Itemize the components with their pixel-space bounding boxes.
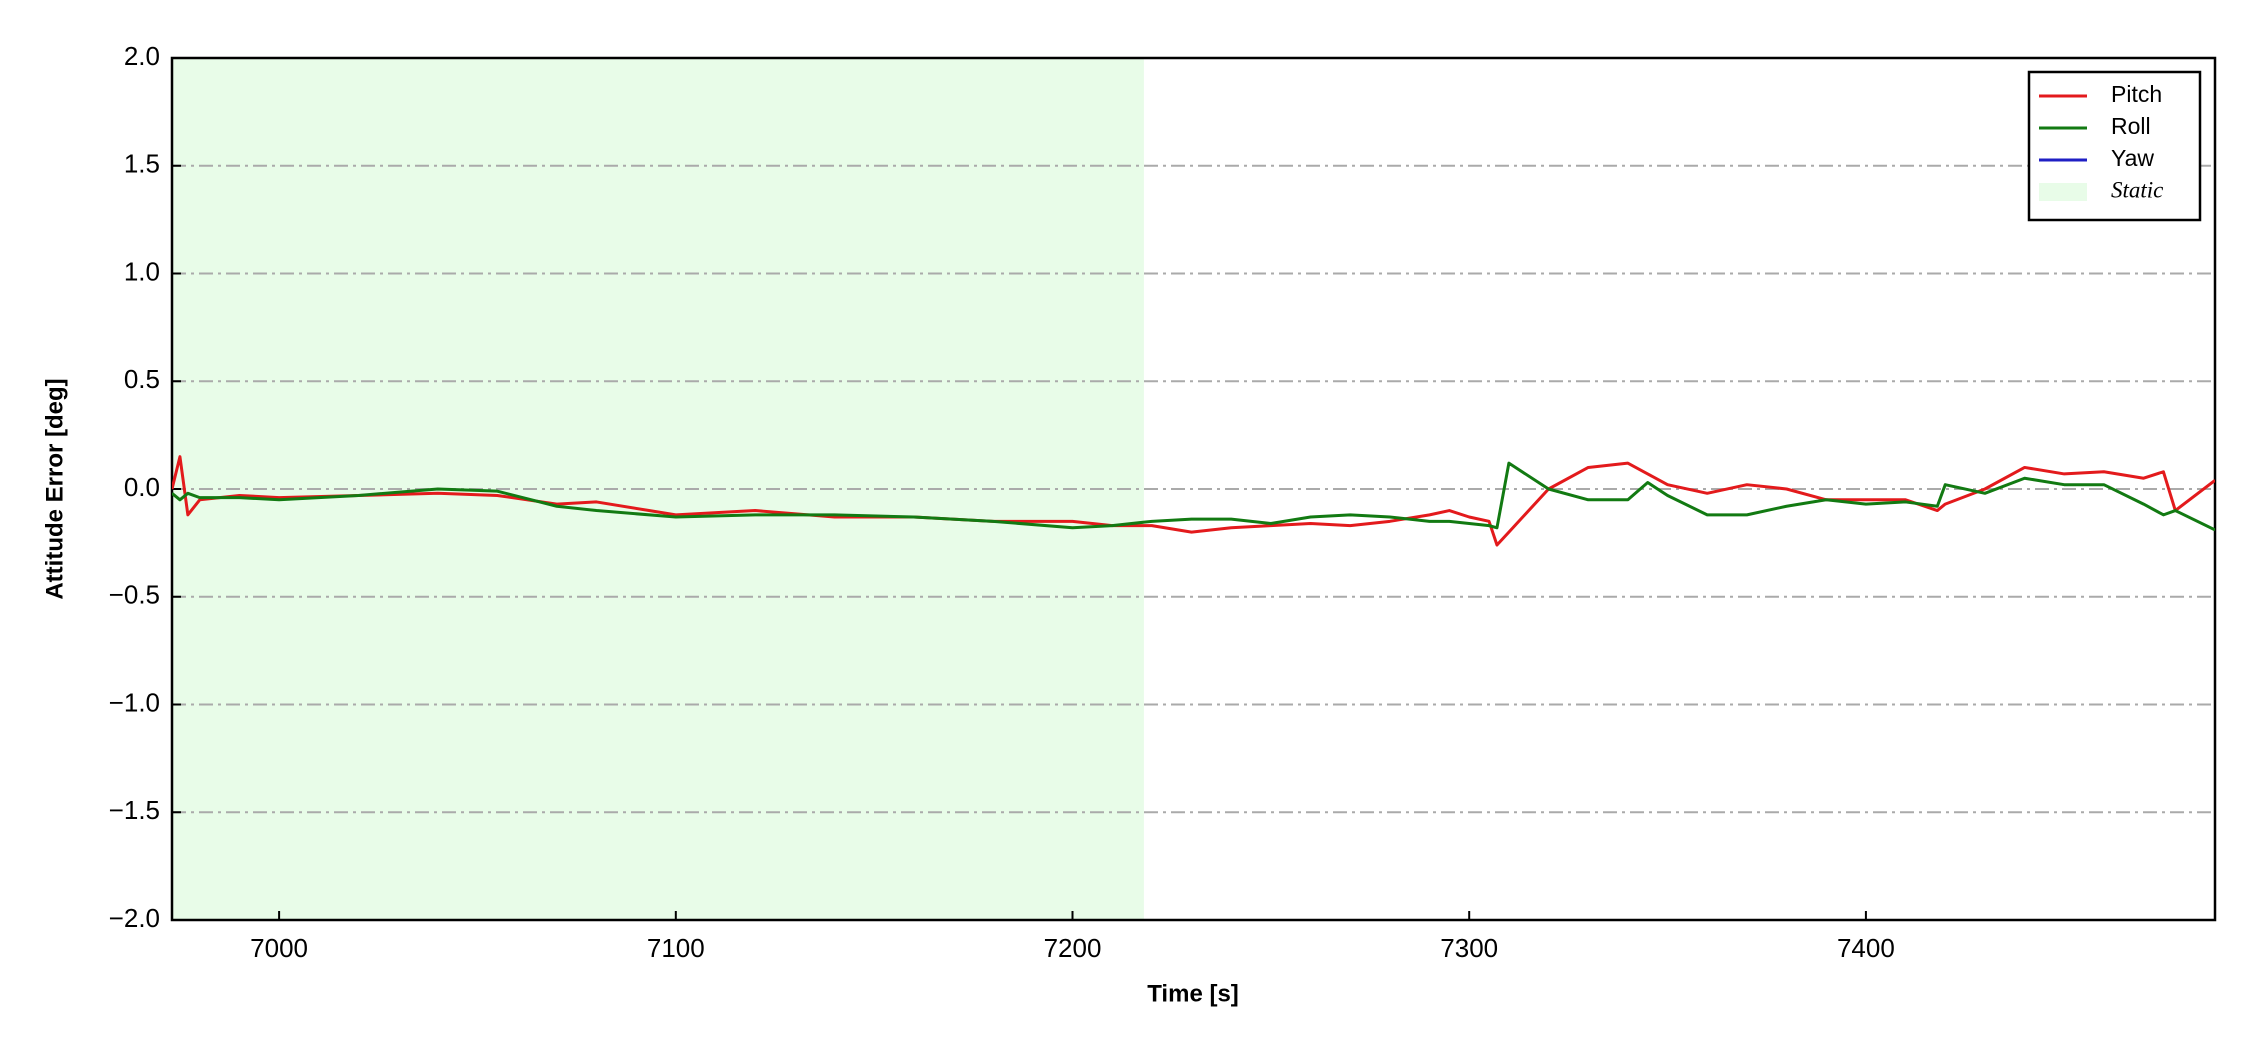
y-tick-label: 1.0 [124,256,160,286]
x-tick-label: 7300 [1440,933,1498,963]
x-tick-label: 7100 [647,933,705,963]
y-tick-label: −0.5 [109,580,160,610]
x-tick-label: 7200 [1044,933,1102,963]
lines [172,455,2215,547]
legend-label: Yaw [2111,145,2154,171]
series-line [172,461,2215,532]
plot-area [172,57,2215,921]
legend-label: Static [2111,177,2163,202]
y-tick-label: 2.0 [124,41,160,71]
y-axis-label: Attitude Error [deg] [41,378,68,599]
y-tick-label: −2.0 [109,903,160,933]
x-tick-label: 7400 [1837,933,1895,963]
x-tick-label: 7000 [250,933,308,963]
y-tick-label: −1.0 [109,687,160,717]
y-tick-label: −1.5 [109,795,160,825]
legend-swatch [2039,183,2087,201]
y-tick-label: 0.5 [124,364,160,394]
legend-label: Pitch [2111,81,2162,107]
y-tick-label: 0.0 [124,472,160,502]
y-tick-label: 1.5 [124,149,160,179]
x-axis-label: Time [s] [1147,980,1239,1007]
shaded-region [172,58,1144,920]
legend-label: Roll [2111,113,2151,139]
